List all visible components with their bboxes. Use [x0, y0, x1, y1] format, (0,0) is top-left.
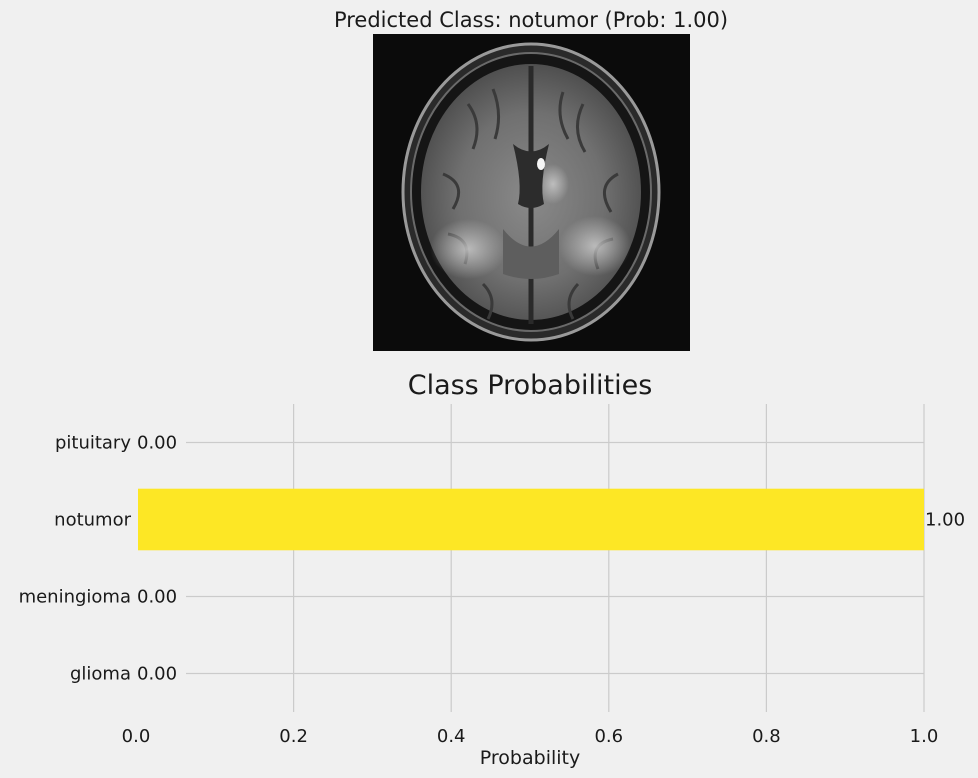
grid-lines	[186, 404, 925, 712]
bar-group	[138, 488, 924, 551]
value-labels: 0.00 0.00 1.00 0.00	[137, 433, 965, 685]
value-label-glioma: 0.00	[137, 664, 177, 685]
y-tick-label-meningioma: meningioma	[19, 587, 131, 608]
x-tick-label: 0.2	[279, 726, 308, 747]
y-tick-label-pituitary: pituitary	[55, 433, 131, 454]
brain-mri-drawing	[401, 42, 661, 342]
x-tick-label: 0.6	[594, 726, 623, 747]
bar-notumor	[138, 488, 924, 551]
y-tick-label-glioma: glioma	[70, 664, 131, 685]
y-tick-labels: glioma meningioma notumor pituitary	[19, 433, 132, 685]
x-tick-label: 1.0	[910, 726, 939, 747]
x-tick-labels: 0.0 0.2 0.4 0.6 0.8 1.0	[122, 726, 939, 747]
predicted-class-title: Predicted Class: notumor (Prob: 1.00)	[333, 8, 729, 32]
y-tick-label-notumor: notumor	[54, 510, 131, 531]
value-label-pituitary: 0.00	[137, 433, 177, 454]
chart-title: Class Probabilities	[408, 370, 653, 401]
x-axis-label: Probability	[480, 747, 580, 769]
value-label-meningioma: 0.00	[137, 587, 177, 608]
x-tick-label: 0.8	[752, 726, 781, 747]
mri-scan-image	[373, 34, 690, 351]
class-probabilities-chart: Class Probabilities glioma meningioma notu…	[19, 370, 966, 769]
value-label-notumor: 1.00	[925, 510, 965, 531]
x-tick-label: 0.0	[122, 726, 151, 747]
x-tick-label: 0.4	[437, 726, 466, 747]
